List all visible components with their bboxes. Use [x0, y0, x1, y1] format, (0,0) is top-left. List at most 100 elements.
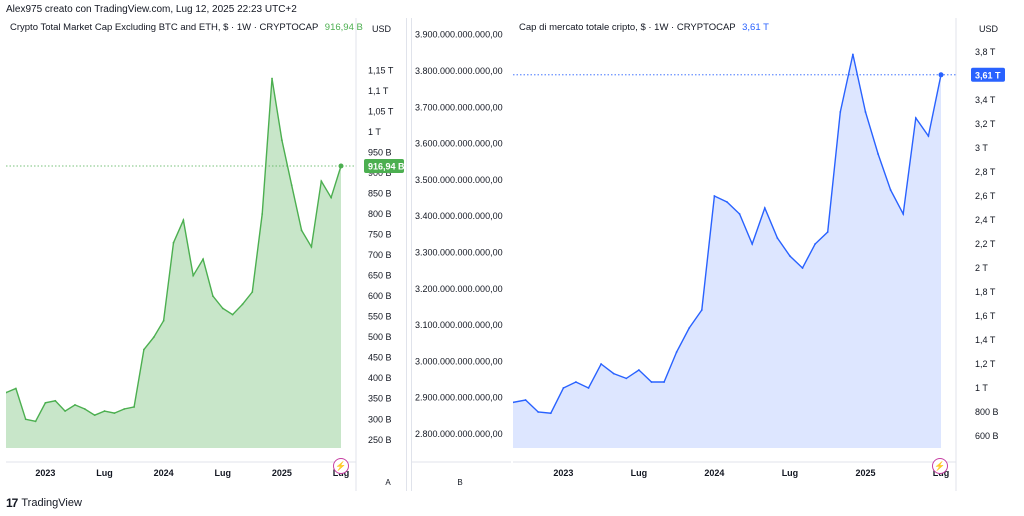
data-point	[537, 411, 540, 413]
data-point	[902, 213, 905, 215]
x-tick-label: 2023	[35, 468, 55, 478]
data-point	[103, 410, 106, 412]
y-tick-label: 600 B	[368, 291, 392, 301]
data-point	[54, 399, 57, 402]
data-point	[587, 387, 590, 389]
middle-y-tick-label: 3.400.000.000.000,00	[415, 211, 503, 221]
y-tick-label: 650 B	[368, 271, 392, 281]
y-tick-label: 3,2 T	[975, 119, 996, 129]
middle-y-tick-label: 2.800.000.000.000,00	[415, 429, 503, 439]
y-tick-label: 600 B	[975, 431, 999, 441]
data-point	[549, 412, 552, 415]
data-point	[562, 387, 565, 389]
y-tick-label: 2,2 T	[975, 239, 996, 249]
data-point	[789, 255, 791, 257]
x-tick-label: Lug	[782, 468, 799, 478]
y-tick-label: 1 T	[975, 383, 988, 393]
y-tick-label: 1,6 T	[975, 311, 996, 321]
data-point	[290, 184, 293, 187]
data-point	[83, 408, 86, 410]
y-tick-label: 3,4 T	[975, 95, 996, 105]
data-point	[675, 351, 678, 353]
y-tick-label: 1,05 T	[368, 106, 394, 116]
right-chart-panel[interactable]: Cap di mercato totale cripto, $ · 1W · C…	[513, 18, 1020, 491]
flash-icon[interactable]: ⚡	[333, 458, 349, 474]
data-point	[851, 53, 854, 56]
auto-scale-button[interactable]: A	[385, 477, 391, 487]
middle-y-tick-label: 3.100.000.000.000,00	[415, 320, 503, 330]
left-chart-last-value: 916,94 B	[324, 22, 363, 33]
chart-credit: Alex975 creato con TradingView.com, Lug …	[6, 4, 297, 15]
middle-y-tick-label: 3.500.000.000.000,00	[415, 175, 503, 185]
middle-y-tick-label: 3.200.000.000.000,00	[415, 284, 503, 294]
middle-axis-svg: 2.800.000.000.000,00 2.900.000.000.000,00…	[411, 18, 511, 491]
last-value-badge	[364, 158, 404, 173]
y-tick-label: 500 B	[368, 332, 392, 342]
left-chart-title: Crypto Total Market Cap Excluding BTC an…	[10, 22, 319, 33]
y-tick-label: 1,2 T	[975, 359, 996, 369]
right-chart-svg[interactable]: 600 B 800 B 1 T 1,2 T 1,4 T 1,6 T 1,8 T 2 T 2,2 …	[513, 18, 1020, 491]
data-point	[914, 117, 917, 119]
y-tick-label: 350 B	[368, 394, 392, 404]
footer-logo[interactable]: 17 TradingView	[6, 496, 82, 510]
data-point	[637, 369, 640, 371]
data-point	[123, 408, 126, 410]
y-tick-label: 800 B	[368, 209, 392, 219]
left-chart-svg[interactable]: 250 B 300 B 350 B 400 B 450 B 500 B 550 B 600 B…	[6, 18, 406, 491]
data-point	[212, 295, 214, 298]
data-point	[751, 243, 754, 245]
data-point	[44, 401, 47, 404]
data-point	[700, 309, 703, 311]
data-point	[927, 135, 930, 137]
x-tick-label: Lug	[215, 468, 232, 478]
scale-button-b[interactable]: B	[457, 477, 463, 487]
middle-y-tick-label: 3.900.000.000.000,00	[415, 30, 503, 40]
y-tick-label: 2,6 T	[975, 191, 996, 201]
x-tick-label: Lug	[96, 468, 113, 478]
data-point	[524, 399, 527, 401]
data-point	[14, 387, 17, 390]
x-tick-label: 2023	[553, 468, 573, 478]
flash-icon[interactable]: ⚡	[932, 458, 948, 474]
data-point	[271, 77, 273, 80]
right-chart-last-value: 3,61 T	[742, 22, 769, 33]
left-chart-panel[interactable]: Crypto Total Market Cap Excluding BTC an…	[6, 18, 407, 491]
last-point	[938, 72, 944, 78]
data-point	[310, 245, 313, 248]
middle-price-axis[interactable]: 2.800.000.000.000,00 2.900.000.000.000,00…	[411, 18, 511, 491]
data-point	[113, 412, 116, 415]
last-value-badge-label: 916,94 B	[368, 161, 405, 171]
right-chart-title-row: Cap di mercato totale cripto, $ · 1W · C…	[519, 22, 769, 33]
y-tick-label: 1,1 T	[368, 86, 389, 96]
y-tick-label: 800 B	[975, 407, 999, 417]
data-point	[738, 213, 741, 215]
last-point	[338, 163, 344, 169]
y-tick-label: 3 T	[975, 143, 988, 153]
data-point	[320, 180, 323, 183]
left-currency-label: USD	[372, 24, 392, 34]
data-point	[192, 274, 195, 277]
y-tick-label: 550 B	[368, 312, 392, 322]
x-tick-label: 2025	[272, 468, 292, 478]
data-point	[24, 418, 27, 421]
data-point	[864, 111, 867, 113]
data-point	[241, 303, 244, 306]
data-point	[300, 229, 303, 232]
tradingview-logo-icon: 17	[6, 496, 18, 510]
data-point	[625, 377, 628, 380]
y-tick-label: 1,8 T	[975, 287, 996, 297]
y-tick-label: 2,8 T	[975, 167, 996, 177]
middle-y-tick-label: 3.700.000.000.000,00	[415, 102, 503, 112]
data-point	[763, 207, 766, 209]
data-point	[162, 319, 165, 322]
data-point	[513, 401, 514, 404]
y-tick-label: 450 B	[368, 353, 392, 363]
data-point	[6, 391, 7, 394]
data-point	[663, 381, 665, 383]
middle-y-tick-label: 3.300.000.000.000,00	[415, 248, 503, 258]
data-point	[182, 219, 185, 222]
middle-y-tick-label: 3.000.000.000.000,00	[415, 356, 503, 366]
y-tick-label: 3,8 T	[975, 47, 996, 57]
data-point	[261, 213, 264, 215]
data-point	[93, 414, 96, 417]
